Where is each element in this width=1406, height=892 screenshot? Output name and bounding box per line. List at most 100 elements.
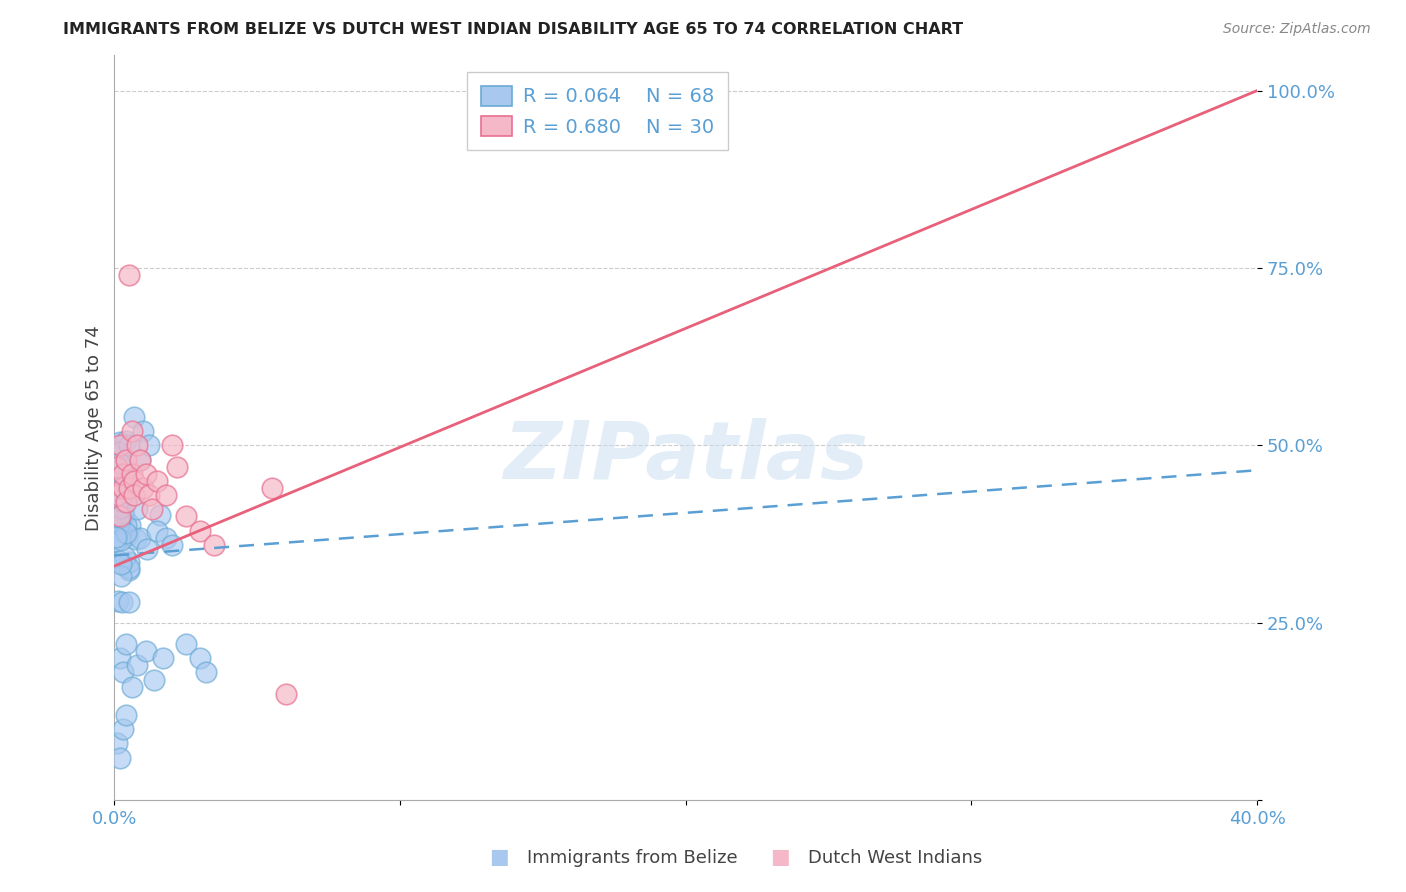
Point: [118, 563, 141, 577]
Point: [111, 467, 134, 481]
Y-axis label: Disability Age 65 to 74: Disability Age 65 to 74: [86, 325, 103, 531]
Point: [118, 560, 141, 574]
Point: [108, 750, 131, 764]
Point: [108, 499, 131, 513]
Point: [107, 456, 129, 470]
Point: [105, 736, 128, 750]
Point: [107, 594, 129, 608]
Point: [136, 541, 159, 556]
Point: [111, 723, 134, 737]
Point: [111, 481, 134, 495]
Point: [114, 526, 136, 541]
Point: [188, 651, 211, 665]
Point: [118, 518, 141, 533]
Point: [124, 488, 146, 502]
Point: [155, 531, 177, 545]
Point: [160, 538, 183, 552]
Point: [115, 708, 138, 723]
Text: Dutch West Indians: Dutch West Indians: [808, 849, 983, 867]
Point: [155, 488, 177, 502]
Point: [108, 554, 131, 568]
Point: [108, 435, 131, 450]
Point: [274, 687, 297, 701]
Text: Source: ZipAtlas.com: Source: ZipAtlas.com: [1223, 22, 1371, 37]
Point: [127, 658, 149, 673]
Legend: R = 0.064    N = 68, R = 0.680    N = 30: R = 0.064 N = 68, R = 0.680 N = 30: [467, 72, 728, 151]
Point: [129, 531, 152, 545]
Point: [174, 509, 197, 524]
Point: [110, 569, 132, 583]
Point: [104, 508, 127, 522]
Point: [166, 459, 188, 474]
Point: [135, 644, 157, 658]
Point: [143, 673, 166, 687]
Point: [115, 495, 138, 509]
Point: [111, 594, 134, 608]
Point: [127, 438, 149, 452]
Point: [110, 501, 132, 516]
Point: [141, 502, 163, 516]
Point: [107, 469, 129, 483]
Point: [110, 494, 132, 508]
Point: [117, 474, 139, 488]
Point: [107, 445, 129, 459]
Point: [132, 481, 155, 495]
Point: [152, 651, 174, 665]
Point: [188, 524, 211, 538]
Point: [115, 637, 138, 651]
Point: [114, 549, 136, 564]
Point: [124, 410, 146, 425]
Point: [112, 484, 135, 499]
Point: [146, 524, 169, 538]
Point: [105, 459, 128, 474]
Point: [202, 538, 225, 552]
Point: [138, 488, 160, 502]
Point: [104, 533, 127, 548]
Point: [148, 508, 170, 522]
Point: [194, 665, 217, 680]
Point: [118, 268, 141, 282]
Point: [121, 467, 143, 481]
Point: [118, 481, 141, 495]
Point: [112, 504, 135, 518]
Point: [124, 474, 146, 488]
Point: [108, 509, 131, 524]
Point: [115, 518, 138, 533]
Point: [114, 434, 136, 448]
Point: [105, 447, 128, 461]
Point: [260, 481, 283, 495]
Point: [110, 512, 132, 526]
Text: Immigrants from Belize: Immigrants from Belize: [527, 849, 738, 867]
Point: [110, 491, 132, 505]
Point: [108, 516, 131, 531]
Point: [125, 532, 148, 546]
Point: [110, 557, 132, 571]
Text: ■: ■: [489, 847, 509, 867]
Point: [117, 528, 139, 542]
Point: [118, 555, 141, 569]
Point: [115, 452, 138, 467]
Point: [105, 523, 128, 537]
Point: [108, 511, 131, 525]
Point: [105, 486, 128, 500]
Point: [111, 474, 134, 488]
Point: [146, 474, 169, 488]
Point: [129, 452, 152, 467]
Point: [174, 637, 197, 651]
Text: ■: ■: [770, 847, 790, 867]
Point: [121, 680, 143, 694]
Point: [118, 438, 141, 452]
Point: [127, 501, 149, 516]
Point: [135, 467, 157, 481]
Point: [474, 91, 496, 105]
Text: IMMIGRANTS FROM BELIZE VS DUTCH WEST INDIAN DISABILITY AGE 65 TO 74 CORRELATION : IMMIGRANTS FROM BELIZE VS DUTCH WEST IND…: [63, 22, 963, 37]
Point: [118, 594, 141, 608]
Text: ZIPatlas: ZIPatlas: [503, 418, 869, 497]
Point: [112, 509, 135, 524]
Point: [160, 438, 183, 452]
Point: [105, 488, 128, 502]
Point: [111, 481, 134, 495]
Point: [132, 424, 155, 438]
Point: [138, 438, 160, 452]
Point: [108, 651, 131, 665]
